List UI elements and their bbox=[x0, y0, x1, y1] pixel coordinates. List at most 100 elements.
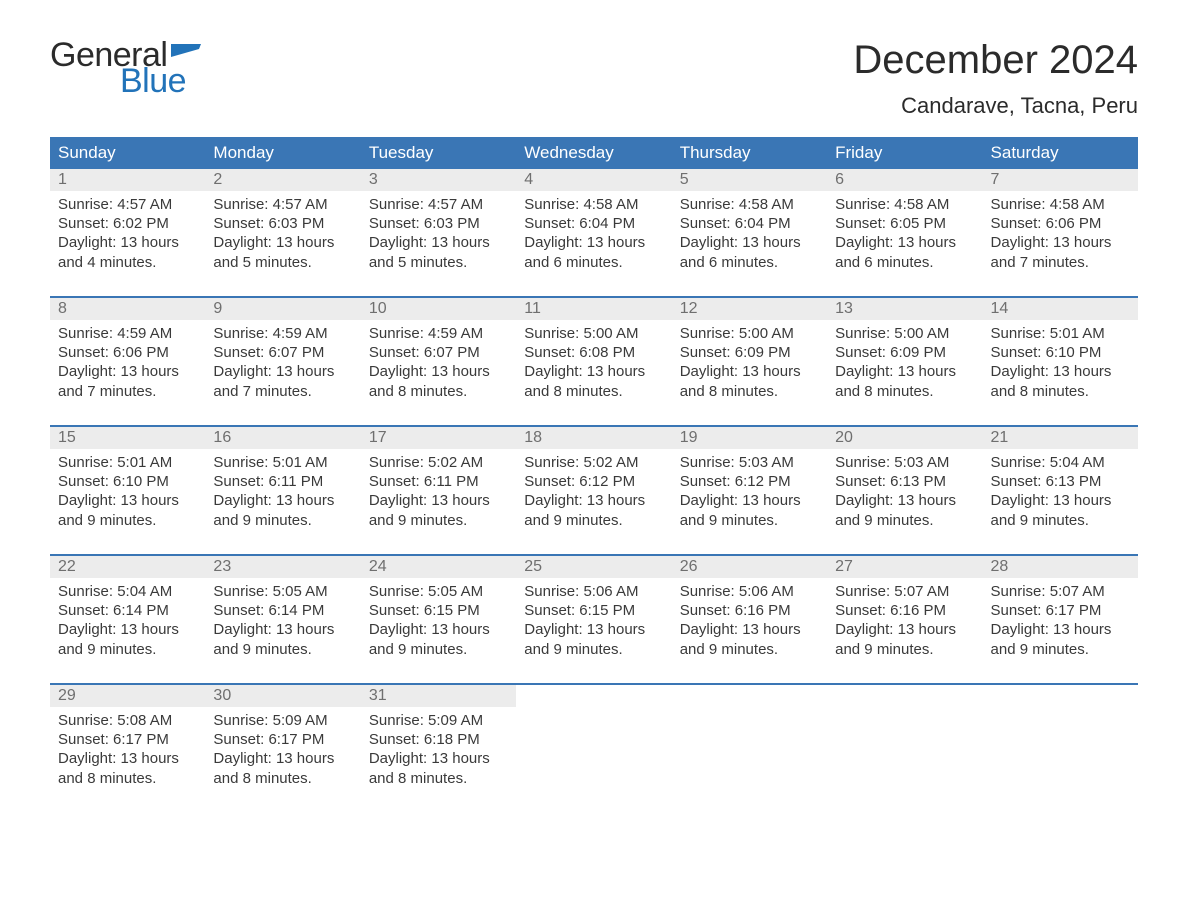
day-body: Sunrise: 5:07 AMSunset: 6:16 PMDaylight:… bbox=[827, 578, 982, 667]
sunrise-line: Sunrise: 5:01 AM bbox=[991, 324, 1130, 343]
day-body: Sunrise: 5:05 AMSunset: 6:15 PMDaylight:… bbox=[361, 578, 516, 667]
daylight-line: Daylight: 13 hours and 9 minutes. bbox=[213, 620, 352, 658]
day-number: 12 bbox=[672, 298, 827, 320]
daylight-line: Daylight: 13 hours and 7 minutes. bbox=[58, 362, 197, 400]
daylight-line: Daylight: 13 hours and 8 minutes. bbox=[369, 749, 508, 787]
sunrise-line: Sunrise: 5:00 AM bbox=[524, 324, 663, 343]
sunrise-line: Sunrise: 5:06 AM bbox=[680, 582, 819, 601]
sunrise-line: Sunrise: 4:58 AM bbox=[680, 195, 819, 214]
brand-logo: General Blue bbox=[50, 38, 201, 98]
day-body: Sunrise: 5:09 AMSunset: 6:17 PMDaylight:… bbox=[205, 707, 360, 796]
sunset-line: Sunset: 6:05 PM bbox=[835, 214, 974, 233]
day-cell: 7Sunrise: 4:58 AMSunset: 6:06 PMDaylight… bbox=[983, 169, 1138, 297]
sunrise-line: Sunrise: 4:57 AM bbox=[369, 195, 508, 214]
daylight-line: Daylight: 13 hours and 8 minutes. bbox=[835, 362, 974, 400]
day-cell: 22Sunrise: 5:04 AMSunset: 6:14 PMDayligh… bbox=[50, 556, 205, 684]
sunrise-line: Sunrise: 4:59 AM bbox=[58, 324, 197, 343]
weekday-header: Friday bbox=[827, 137, 982, 169]
day-body: Sunrise: 4:59 AMSunset: 6:06 PMDaylight:… bbox=[50, 320, 205, 409]
day-body: Sunrise: 5:07 AMSunset: 6:17 PMDaylight:… bbox=[983, 578, 1138, 667]
day-body: Sunrise: 5:05 AMSunset: 6:14 PMDaylight:… bbox=[205, 578, 360, 667]
sunset-line: Sunset: 6:07 PM bbox=[369, 343, 508, 362]
day-cell: 18Sunrise: 5:02 AMSunset: 6:12 PMDayligh… bbox=[516, 427, 671, 555]
sunrise-line: Sunrise: 5:02 AM bbox=[369, 453, 508, 472]
day-number: 6 bbox=[827, 169, 982, 191]
day-number: 30 bbox=[205, 685, 360, 707]
day-body: Sunrise: 4:57 AMSunset: 6:03 PMDaylight:… bbox=[361, 191, 516, 280]
sunset-line: Sunset: 6:07 PM bbox=[213, 343, 352, 362]
weekday-header-row: Sunday Monday Tuesday Wednesday Thursday… bbox=[50, 137, 1138, 169]
day-body: Sunrise: 5:03 AMSunset: 6:12 PMDaylight:… bbox=[672, 449, 827, 538]
day-number: 21 bbox=[983, 427, 1138, 449]
day-number: 11 bbox=[516, 298, 671, 320]
day-cell: 6Sunrise: 4:58 AMSunset: 6:05 PMDaylight… bbox=[827, 169, 982, 297]
sunset-line: Sunset: 6:06 PM bbox=[58, 343, 197, 362]
day-number: 20 bbox=[827, 427, 982, 449]
day-cell: 5Sunrise: 4:58 AMSunset: 6:04 PMDaylight… bbox=[672, 169, 827, 297]
day-body: Sunrise: 5:00 AMSunset: 6:08 PMDaylight:… bbox=[516, 320, 671, 409]
day-cell: 21Sunrise: 5:04 AMSunset: 6:13 PMDayligh… bbox=[983, 427, 1138, 555]
sunrise-line: Sunrise: 5:09 AM bbox=[369, 711, 508, 730]
sunset-line: Sunset: 6:03 PM bbox=[213, 214, 352, 233]
day-cell: 12Sunrise: 5:00 AMSunset: 6:09 PMDayligh… bbox=[672, 298, 827, 426]
day-body: Sunrise: 5:00 AMSunset: 6:09 PMDaylight:… bbox=[827, 320, 982, 409]
day-body: Sunrise: 5:04 AMSunset: 6:13 PMDaylight:… bbox=[983, 449, 1138, 538]
day-body: Sunrise: 4:58 AMSunset: 6:04 PMDaylight:… bbox=[516, 191, 671, 280]
sunrise-line: Sunrise: 4:58 AM bbox=[524, 195, 663, 214]
day-cell: 17Sunrise: 5:02 AMSunset: 6:11 PMDayligh… bbox=[361, 427, 516, 555]
weekday-header: Sunday bbox=[50, 137, 205, 169]
sunset-line: Sunset: 6:15 PM bbox=[524, 601, 663, 620]
sunrise-line: Sunrise: 5:01 AM bbox=[58, 453, 197, 472]
sunset-line: Sunset: 6:08 PM bbox=[524, 343, 663, 362]
day-cell: 14Sunrise: 5:01 AMSunset: 6:10 PMDayligh… bbox=[983, 298, 1138, 426]
day-number: 5 bbox=[672, 169, 827, 191]
sunrise-line: Sunrise: 4:57 AM bbox=[213, 195, 352, 214]
sunrise-line: Sunrise: 5:09 AM bbox=[213, 711, 352, 730]
page-title: December 2024 bbox=[853, 38, 1138, 83]
day-cell: 19Sunrise: 5:03 AMSunset: 6:12 PMDayligh… bbox=[672, 427, 827, 555]
day-cell: 11Sunrise: 5:00 AMSunset: 6:08 PMDayligh… bbox=[516, 298, 671, 426]
calendar-table: Sunday Monday Tuesday Wednesday Thursday… bbox=[50, 137, 1138, 813]
day-cell: 16Sunrise: 5:01 AMSunset: 6:11 PMDayligh… bbox=[205, 427, 360, 555]
sunrise-line: Sunrise: 5:03 AM bbox=[835, 453, 974, 472]
week-row: 15Sunrise: 5:01 AMSunset: 6:10 PMDayligh… bbox=[50, 427, 1138, 555]
daylight-line: Daylight: 13 hours and 8 minutes. bbox=[58, 749, 197, 787]
sunset-line: Sunset: 6:04 PM bbox=[680, 214, 819, 233]
day-body: Sunrise: 5:03 AMSunset: 6:13 PMDaylight:… bbox=[827, 449, 982, 538]
day-body: Sunrise: 5:06 AMSunset: 6:16 PMDaylight:… bbox=[672, 578, 827, 667]
daylight-line: Daylight: 13 hours and 9 minutes. bbox=[369, 620, 508, 658]
day-body: Sunrise: 4:57 AMSunset: 6:03 PMDaylight:… bbox=[205, 191, 360, 280]
calendar-body: 1Sunrise: 4:57 AMSunset: 6:02 PMDaylight… bbox=[50, 169, 1138, 813]
day-number: 13 bbox=[827, 298, 982, 320]
daylight-line: Daylight: 13 hours and 8 minutes. bbox=[369, 362, 508, 400]
daylight-line: Daylight: 13 hours and 9 minutes. bbox=[835, 620, 974, 658]
day-number: 17 bbox=[361, 427, 516, 449]
sunset-line: Sunset: 6:17 PM bbox=[58, 730, 197, 749]
sunset-line: Sunset: 6:18 PM bbox=[369, 730, 508, 749]
day-cell: 15Sunrise: 5:01 AMSunset: 6:10 PMDayligh… bbox=[50, 427, 205, 555]
sunrise-line: Sunrise: 4:58 AM bbox=[835, 195, 974, 214]
daylight-line: Daylight: 13 hours and 9 minutes. bbox=[680, 620, 819, 658]
day-number: 23 bbox=[205, 556, 360, 578]
sunset-line: Sunset: 6:10 PM bbox=[58, 472, 197, 491]
sunrise-line: Sunrise: 5:07 AM bbox=[991, 582, 1130, 601]
day-cell: 9Sunrise: 4:59 AMSunset: 6:07 PMDaylight… bbox=[205, 298, 360, 426]
sunset-line: Sunset: 6:03 PM bbox=[369, 214, 508, 233]
daylight-line: Daylight: 13 hours and 8 minutes. bbox=[213, 749, 352, 787]
day-cell: 29Sunrise: 5:08 AMSunset: 6:17 PMDayligh… bbox=[50, 685, 205, 813]
daylight-line: Daylight: 13 hours and 9 minutes. bbox=[58, 491, 197, 529]
day-body: Sunrise: 4:58 AMSunset: 6:05 PMDaylight:… bbox=[827, 191, 982, 280]
day-cell: 8Sunrise: 4:59 AMSunset: 6:06 PMDaylight… bbox=[50, 298, 205, 426]
day-number: 28 bbox=[983, 556, 1138, 578]
sunset-line: Sunset: 6:11 PM bbox=[213, 472, 352, 491]
daylight-line: Daylight: 13 hours and 9 minutes. bbox=[680, 491, 819, 529]
day-cell: 20Sunrise: 5:03 AMSunset: 6:13 PMDayligh… bbox=[827, 427, 982, 555]
daylight-line: Daylight: 13 hours and 5 minutes. bbox=[213, 233, 352, 271]
daylight-line: Daylight: 13 hours and 4 minutes. bbox=[58, 233, 197, 271]
day-cell: 23Sunrise: 5:05 AMSunset: 6:14 PMDayligh… bbox=[205, 556, 360, 684]
day-body: Sunrise: 5:04 AMSunset: 6:14 PMDaylight:… bbox=[50, 578, 205, 667]
daylight-line: Daylight: 13 hours and 9 minutes. bbox=[213, 491, 352, 529]
sunset-line: Sunset: 6:06 PM bbox=[991, 214, 1130, 233]
daylight-line: Daylight: 13 hours and 9 minutes. bbox=[835, 491, 974, 529]
day-number: 16 bbox=[205, 427, 360, 449]
